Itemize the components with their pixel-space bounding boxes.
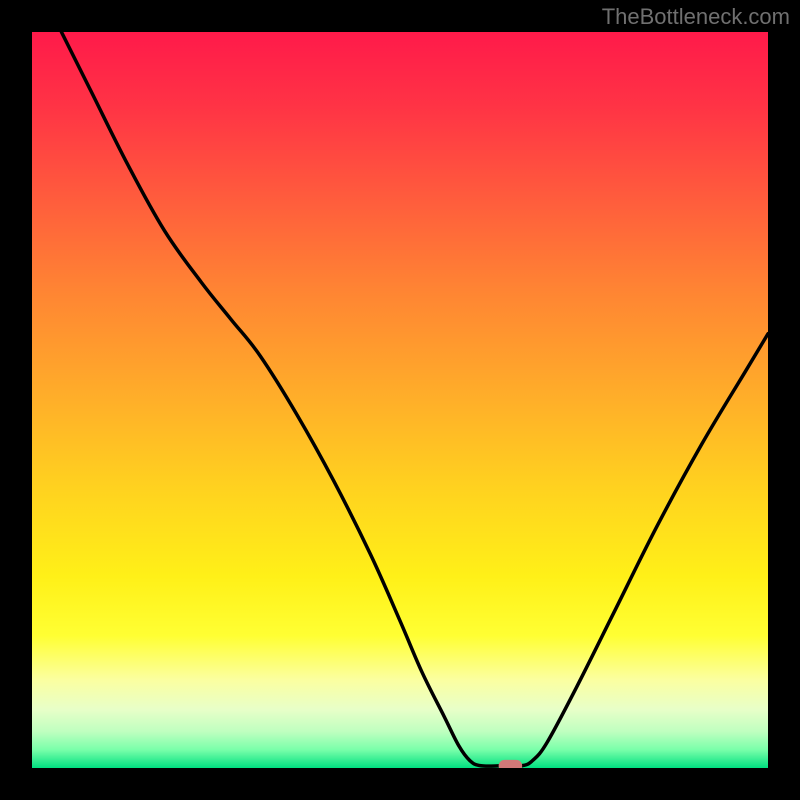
chart-background [32, 32, 768, 768]
bottleneck-chart [32, 32, 768, 768]
watermark-text: TheBottleneck.com [602, 4, 790, 30]
chart-svg [32, 32, 768, 768]
optimal-marker [499, 760, 523, 768]
